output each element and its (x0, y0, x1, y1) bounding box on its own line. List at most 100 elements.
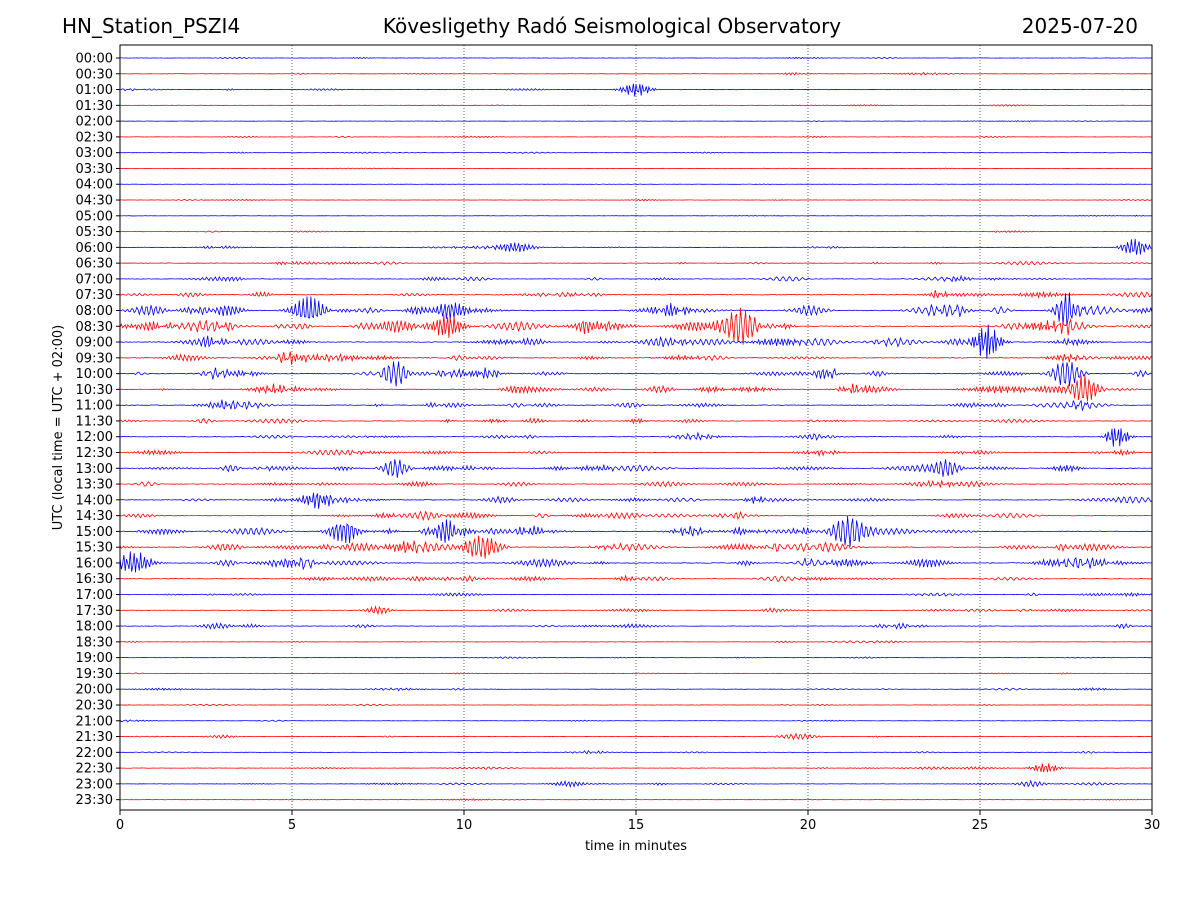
trace-1500 (119, 515, 1153, 547)
trace-0300 (119, 151, 1153, 154)
trace-1730 (119, 605, 1153, 616)
y-tick-label: 02:00 (76, 115, 113, 130)
x-tick-label: 30 (1144, 818, 1161, 833)
trace-0030 (119, 71, 1153, 76)
y-tick-label: 15:00 (76, 525, 113, 540)
y-tick-label: 06:30 (76, 257, 113, 272)
y-tick-label: 22:30 (76, 762, 113, 777)
trace-1530 (119, 535, 1153, 559)
y-tick-label: 16:00 (76, 556, 113, 571)
trace-1700 (119, 591, 1153, 598)
y-tick-label: 03:00 (76, 146, 113, 161)
y-tick-label: 07:30 (76, 288, 113, 303)
trace-0230 (119, 135, 1153, 139)
x-tick-label: 5 (288, 818, 296, 833)
y-tick-label: 04:00 (76, 178, 113, 193)
y-tick-label: 05:30 (76, 225, 113, 240)
trace-1300 (119, 459, 1153, 478)
trace-1200 (119, 428, 1153, 447)
y-tick-label: 11:30 (76, 414, 113, 429)
trace-0130 (120, 104, 1153, 107)
trace-0800 (119, 292, 1153, 326)
trace-1330 (119, 479, 1153, 489)
y-tick-label: 10:00 (76, 367, 113, 382)
trace-2200 (119, 749, 1153, 755)
trace-1030 (119, 375, 1153, 402)
trace-1930 (119, 672, 1153, 675)
trace-1830 (119, 640, 1153, 644)
chart-date: 2025-07-20 (1021, 14, 1138, 38)
x-axis: 0 5 10 15 20 25 30 (116, 810, 1160, 833)
trace-1430 (119, 510, 1153, 521)
y-tick-label: 21:30 (76, 730, 113, 745)
trace-2000 (119, 687, 1153, 692)
y-tick-label: 13:30 (76, 478, 113, 493)
y-tick-label: 21:00 (76, 714, 113, 729)
x-tick-label: 10 (456, 818, 473, 833)
trace-2230 (119, 763, 1153, 773)
trace-0500 (119, 214, 1153, 217)
x-tick-label: 0 (116, 818, 124, 833)
y-tick-label: 03:30 (76, 162, 113, 177)
y-tick-label: 09:30 (76, 351, 113, 366)
trace-0100 (119, 83, 1153, 97)
y-tick-label: 08:30 (76, 320, 113, 335)
y-tick-label: 18:30 (76, 635, 113, 650)
grid-lines (291, 45, 981, 810)
y-tick-label: 00:30 (76, 67, 113, 82)
y-tick-label: 06:00 (76, 241, 113, 256)
trace-2300 (119, 779, 1153, 789)
trace-0930 (119, 351, 1153, 365)
trace-1400 (119, 492, 1153, 509)
trace-0900 (119, 324, 1153, 359)
trace-0830 (119, 307, 1153, 345)
trace-1000 (119, 361, 1153, 387)
trace-0700 (119, 274, 1153, 283)
trace-0430 (120, 198, 1153, 202)
y-tick-label: 14:30 (76, 509, 113, 524)
x-tick-label: 15 (628, 818, 645, 833)
trace-0600 (119, 238, 1153, 255)
trace-1900 (119, 656, 1153, 659)
y-tick-label: 09:00 (76, 336, 113, 351)
y-tick-label: 20:30 (76, 698, 113, 713)
station-name: HN_Station_PSZI4 (62, 14, 241, 38)
trace-0400 (119, 183, 1153, 185)
trace-1600 (119, 551, 1153, 573)
y-tick-label: 17:00 (76, 588, 113, 603)
y-tick-label: 01:30 (76, 99, 113, 114)
trace-1230 (119, 448, 1153, 458)
y-axis-label: UTC (local time = UTC + 02:00) (51, 325, 66, 530)
y-tick-label: 00:00 (76, 52, 113, 67)
y-tick-label: 07:00 (76, 272, 113, 287)
trace-1130 (119, 417, 1153, 425)
y-tick-label: 11:00 (76, 399, 113, 414)
x-tick-label: 20 (800, 818, 817, 833)
trace-0000 (119, 56, 1153, 60)
trace-0330 (119, 167, 1153, 170)
trace-0530 (119, 230, 1153, 234)
y-tick-label: 05:00 (76, 209, 113, 224)
y-tick-label: 20:00 (76, 683, 113, 698)
trace-2030 (119, 703, 1153, 707)
trace-0730 (119, 290, 1153, 299)
chart-title: Kövesligethy Radó Seismological Observat… (382, 14, 842, 38)
trace-1800 (119, 621, 1153, 630)
y-tick-label: 23:00 (76, 777, 113, 792)
y-tick-label: 19:00 (76, 651, 113, 666)
y-tick-label: 02:30 (76, 130, 113, 145)
y-tick-label: 17:30 (76, 604, 113, 619)
y-tick-label: 01:00 (76, 83, 113, 98)
y-tick-label: 22:00 (76, 746, 113, 761)
x-tick-label: 25 (972, 818, 989, 833)
trace-1630 (119, 574, 1153, 583)
y-tick-label: 16:30 (76, 572, 113, 587)
trace-2130 (119, 732, 1153, 741)
y-tick-label: 10:30 (76, 383, 113, 398)
trace-0200 (119, 120, 1153, 123)
y-tick-label: 19:30 (76, 667, 113, 682)
y-tick-label: 14:00 (76, 493, 113, 508)
y-tick-label: 08:00 (76, 304, 113, 319)
y-tick-label: 04:30 (76, 194, 113, 209)
